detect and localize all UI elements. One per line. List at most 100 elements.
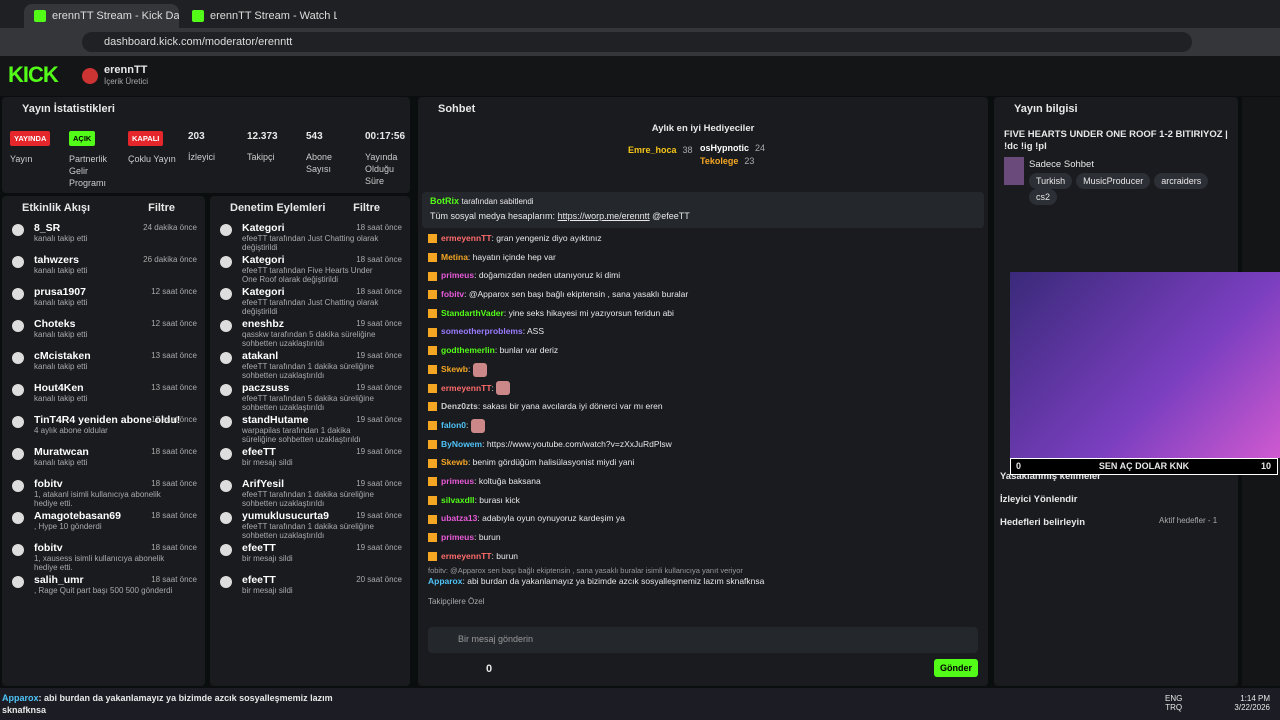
- colon: :: [474, 270, 479, 281]
- list-item: TinT4R4 yeniden abone oldu! 4 aylık abone…: [2, 410, 205, 442]
- item-desc: warpapilas tarafından 1 dakika süreliğin…: [242, 426, 361, 444]
- tag: arcraiders: [1154, 173, 1209, 189]
- active-goals[interactable]: Aktif hedefler - 1: [1159, 516, 1218, 525]
- colon: :: [503, 307, 509, 318]
- list-item: atakanl efeeTT tarafından 1 dakika süreli…: [210, 346, 410, 380]
- metric-label: Abone Sayısı: [306, 152, 333, 174]
- item-time: 13 saat önce: [151, 383, 197, 392]
- reply-quote: fobitv: @Apparox sen başı bağlı ekiptens…: [428, 566, 743, 575]
- chat-user: silvaxdll: [441, 494, 475, 505]
- tag: cs2: [1029, 189, 1058, 205]
- lang-code: ENG: [1165, 694, 1183, 703]
- chat-message: StandarthVader: yine seks hikayesi mi ya…: [418, 304, 988, 323]
- badge: [428, 383, 437, 393]
- metric-value: 203: [188, 131, 205, 142]
- item-time: 18 saat önce: [356, 255, 402, 264]
- list-item: yumuklusucurta9 efeeTT tarafından 1 dakik…: [210, 506, 410, 540]
- colon: :: [482, 438, 487, 449]
- stream-title: FIVE HEARTS UNDER ONE ROOF 1-2 BITIRIYOZ…: [1004, 129, 1228, 152]
- pinned-label: tarafından sabitlendi: [461, 197, 534, 206]
- icon: [12, 224, 24, 236]
- icon: [12, 352, 24, 364]
- item-desc: efeeTT tarafından 1 dakika süreliğine so…: [242, 362, 374, 380]
- icon: [220, 576, 232, 588]
- filter[interactable]: Filtre: [148, 202, 175, 214]
- chat-user: falon0: [441, 419, 467, 430]
- item-title: prusa1907: [34, 286, 86, 298]
- badge: [428, 551, 437, 561]
- category: Sadece Sohbet: [1029, 159, 1094, 170]
- browser-tab[interactable]: erennTT Stream - Kick Dashbo: [24, 4, 179, 28]
- item-title: eneshbz: [242, 318, 285, 330]
- settings-row: Hedefleri belirleyin: [1000, 517, 1086, 528]
- send-button[interactable]: Gönder: [934, 659, 978, 677]
- chat-user: ermeyennTT: [441, 233, 492, 243]
- item-time: 18 saat önce: [356, 287, 402, 296]
- item-title: Hout4Ken: [34, 382, 84, 394]
- item-desc: efeeTT tarafından Just Chatting olarak d…: [242, 298, 379, 316]
- emote: [472, 362, 487, 377]
- icon: [12, 448, 24, 460]
- status-label: Partnerlik Gelir Programı: [69, 154, 108, 188]
- goal-text: SEN AÇ DOLAR KNK: [1098, 461, 1190, 471]
- item-desc: kanalı takip etti: [34, 234, 88, 243]
- pinned-link[interactable]: https://worp.me/erenntt: [557, 211, 650, 221]
- colon: :: [467, 457, 473, 468]
- chat-message: someotherproblems: ASS: [418, 322, 988, 341]
- icon: [220, 224, 232, 236]
- chat-panel: Sohbet Aylık en iyi Hediyeciler Emre_hoc…: [418, 97, 988, 686]
- chat-input[interactable]: Bir mesaj gönderin: [428, 627, 978, 653]
- icon: [12, 416, 24, 428]
- stats-panel: Yayın İstatistikleri YAYINDA Yayın AÇIK Par…: [2, 97, 410, 193]
- chat-text: burası kick: [479, 494, 520, 505]
- item-desc: 4 aylık abone oldular: [34, 426, 108, 435]
- chat-text: burun: [478, 532, 501, 542]
- category-thumb: [1004, 157, 1024, 185]
- gifter-name: Tekolege: [700, 156, 739, 166]
- item-title: tahwzers: [34, 254, 79, 266]
- panel-title: Yayın İstatistikleri: [22, 103, 115, 115]
- chat-user: someotherproblems: [441, 326, 523, 337]
- layout-code: TRQ: [1165, 703, 1183, 712]
- item-desc: , Rage Quit part başı 500 500 gönderdi: [34, 586, 173, 595]
- panel-title: Yayın bilgisi: [1014, 103, 1078, 115]
- gifters-title: Aylık en iyi Hediyeciler: [651, 123, 755, 134]
- colon: :: [474, 475, 479, 486]
- gifter: Emre_hoca 38: [628, 145, 693, 155]
- item-desc: bir mesajı sildi: [242, 554, 293, 563]
- item-time: 20 saat önce: [356, 575, 402, 584]
- filter[interactable]: Filtre: [353, 202, 380, 214]
- goal-right: 10: [1260, 461, 1271, 471]
- icon: [220, 352, 232, 364]
- item-desc: kanalı takip etti: [34, 298, 88, 307]
- item-title: efeeTT: [242, 542, 276, 554]
- list-item: efeeTT bir mesajı sildi 19 saat önce: [210, 442, 410, 474]
- chat-message: ermeyennTT:: [418, 379, 988, 398]
- icon: [12, 320, 24, 332]
- chat-text: adabıyla oyun oynuyoruz kardeşim ya: [482, 513, 625, 524]
- item-time: 12 saat önce: [151, 319, 197, 328]
- chat-message: primeus: burun: [418, 528, 988, 547]
- badge: [428, 439, 437, 449]
- logo[interactable]: KICK: [8, 62, 59, 87]
- pinned-by: BotRix: [430, 196, 459, 206]
- item-time: 12 saat önce: [151, 287, 197, 296]
- chat-text: @Apparox sen başı bağlı ekiptensin , san…: [468, 289, 689, 300]
- stats-body: YAYINDA Yayın AÇIK Partnerlik Gelir Program…: [2, 123, 410, 193]
- metric-value: 12.373: [247, 131, 278, 142]
- item-title: fobitv: [34, 542, 63, 554]
- item-title: yumuklusucurta9: [242, 510, 329, 522]
- item-time: 19 saat önce: [356, 447, 402, 456]
- settings-row: İzleyici Yönlendir: [1000, 494, 1078, 505]
- metric-label: Takipçi: [247, 152, 275, 162]
- list-item: efeeTT bir mesajı sildi 19 saat önce: [210, 538, 410, 570]
- list-item: 8_SR kanalı takip etti 24 dakika önce: [2, 218, 205, 250]
- browser-tab[interactable]: erennTT Stream - Watch Live o: [182, 4, 337, 28]
- address-bar[interactable]: dashboard.kick.com/moderator/erenntt: [82, 32, 1192, 52]
- item-title: Muratwcan: [34, 446, 89, 458]
- icon: [220, 480, 232, 492]
- metric-label: Yayında Olduğu Süre: [365, 152, 398, 186]
- chat-user: StandarthVader: [441, 307, 504, 318]
- icon: [12, 544, 24, 556]
